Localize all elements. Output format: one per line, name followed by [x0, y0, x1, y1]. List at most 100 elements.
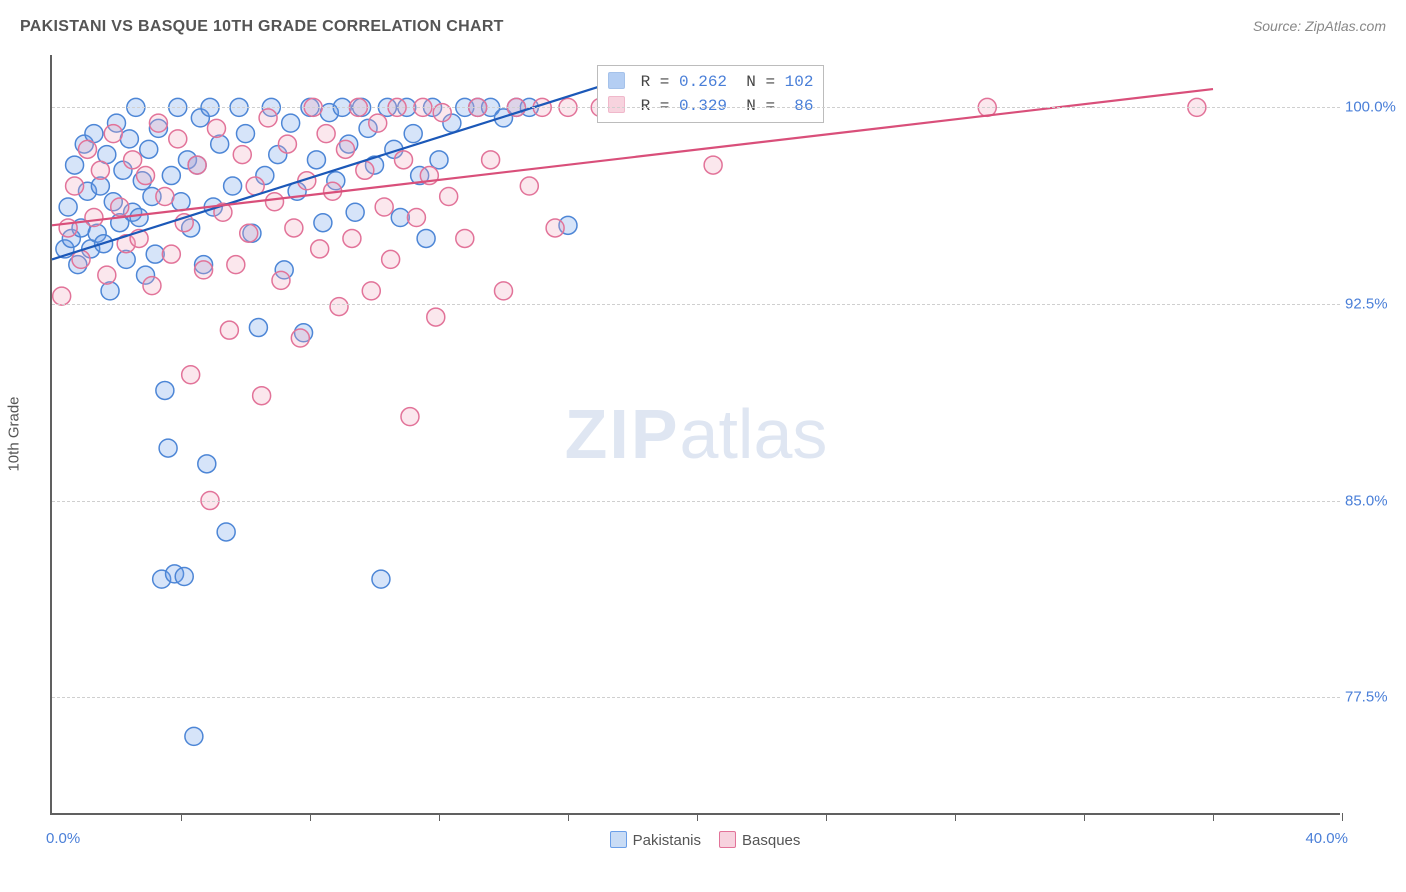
- x-tick: [310, 813, 311, 821]
- y-axis-title: 10th Grade: [6, 396, 23, 471]
- scatter-point: [440, 188, 458, 206]
- y-tick-label: 100.0%: [1345, 99, 1400, 116]
- scatter-point: [156, 188, 174, 206]
- scatter-point: [227, 256, 245, 274]
- stats-row: R = 0.329 N = 86: [608, 94, 813, 118]
- scatter-point: [124, 151, 142, 169]
- scatter-point: [188, 156, 206, 174]
- scatter-point: [182, 366, 200, 384]
- scatter-point: [362, 282, 380, 300]
- scatter-point: [78, 140, 96, 158]
- scatter-svg: [52, 55, 1340, 813]
- scatter-point: [98, 266, 116, 284]
- legend-label: Basques: [742, 832, 800, 849]
- plot-area: 10th Grade ZIPatlas R = 0.262 N = 102 R …: [50, 55, 1340, 815]
- scatter-point: [175, 568, 193, 586]
- scatter-point: [198, 455, 216, 473]
- scatter-point: [456, 229, 474, 247]
- scatter-point: [346, 203, 364, 221]
- scatter-point: [317, 125, 335, 143]
- scatter-point: [104, 125, 122, 143]
- scatter-point: [185, 727, 203, 745]
- scatter-point: [291, 329, 309, 347]
- stats-row: R = 0.262 N = 102: [608, 70, 813, 94]
- scatter-point: [66, 156, 84, 174]
- scatter-point: [233, 146, 251, 164]
- scatter-point: [224, 177, 242, 195]
- scatter-point: [149, 114, 167, 132]
- chart-title: PAKISTANI VS BASQUE 10TH GRADE CORRELATI…: [20, 18, 504, 35]
- scatter-point: [375, 198, 393, 216]
- x-tick: [1342, 813, 1343, 821]
- scatter-point: [143, 277, 161, 295]
- scatter-point: [395, 151, 413, 169]
- source-label: Source: ZipAtlas.com: [1253, 18, 1386, 34]
- scatter-point: [417, 229, 435, 247]
- scatter-point: [253, 387, 271, 405]
- gridline-h: [52, 107, 1340, 108]
- x-tick: [181, 813, 182, 821]
- scatter-point: [520, 177, 538, 195]
- scatter-point: [120, 130, 138, 148]
- scatter-point: [307, 151, 325, 169]
- y-tick-label: 77.5%: [1345, 689, 1400, 706]
- legend-swatch: [719, 831, 736, 848]
- scatter-point: [240, 224, 258, 242]
- scatter-point: [211, 135, 229, 153]
- scatter-point: [336, 140, 354, 158]
- scatter-point: [85, 208, 103, 226]
- x-tick: [568, 813, 569, 821]
- x-tick: [826, 813, 827, 821]
- scatter-point: [401, 408, 419, 426]
- gridline-h: [52, 697, 1340, 698]
- scatter-point: [391, 208, 409, 226]
- scatter-point: [217, 523, 235, 541]
- scatter-point: [169, 130, 187, 148]
- stats-box: R = 0.262 N = 102 R = 0.329 N = 86: [597, 65, 824, 123]
- scatter-point: [314, 214, 332, 232]
- scatter-point: [140, 140, 158, 158]
- scatter-point: [237, 125, 255, 143]
- scatter-point: [430, 151, 448, 169]
- scatter-point: [482, 151, 500, 169]
- legend-label: Pakistanis: [633, 832, 701, 849]
- x-tick: [955, 813, 956, 821]
- scatter-point: [137, 167, 155, 185]
- scatter-point: [404, 125, 422, 143]
- y-tick-label: 92.5%: [1345, 295, 1400, 312]
- scatter-point: [59, 198, 77, 216]
- scatter-point: [311, 240, 329, 258]
- scatter-point: [162, 245, 180, 263]
- scatter-point: [156, 381, 174, 399]
- scatter-point: [266, 193, 284, 211]
- x-tick: [1084, 813, 1085, 821]
- scatter-point: [427, 308, 445, 326]
- scatter-point: [53, 287, 71, 305]
- scatter-point: [382, 250, 400, 268]
- scatter-point: [172, 193, 190, 211]
- scatter-point: [91, 161, 109, 179]
- legend-swatch: [608, 96, 625, 113]
- scatter-point: [433, 104, 451, 122]
- scatter-point: [146, 245, 164, 263]
- scatter-point: [249, 319, 267, 337]
- scatter-point: [343, 229, 361, 247]
- legend-swatch: [610, 831, 627, 848]
- scatter-point: [372, 570, 390, 588]
- scatter-point: [330, 298, 348, 316]
- scatter-point: [546, 219, 564, 237]
- scatter-point: [356, 161, 374, 179]
- x-tick: [1213, 813, 1214, 821]
- scatter-point: [66, 177, 84, 195]
- scatter-point: [101, 282, 119, 300]
- scatter-point: [495, 282, 513, 300]
- scatter-point: [195, 261, 213, 279]
- legend-bottom: Pakistanis Basques: [52, 831, 1340, 849]
- scatter-point: [162, 167, 180, 185]
- scatter-point: [369, 114, 387, 132]
- scatter-point: [220, 321, 238, 339]
- scatter-point: [282, 114, 300, 132]
- gridline-h: [52, 304, 1340, 305]
- scatter-point: [159, 439, 177, 457]
- scatter-point: [259, 109, 277, 127]
